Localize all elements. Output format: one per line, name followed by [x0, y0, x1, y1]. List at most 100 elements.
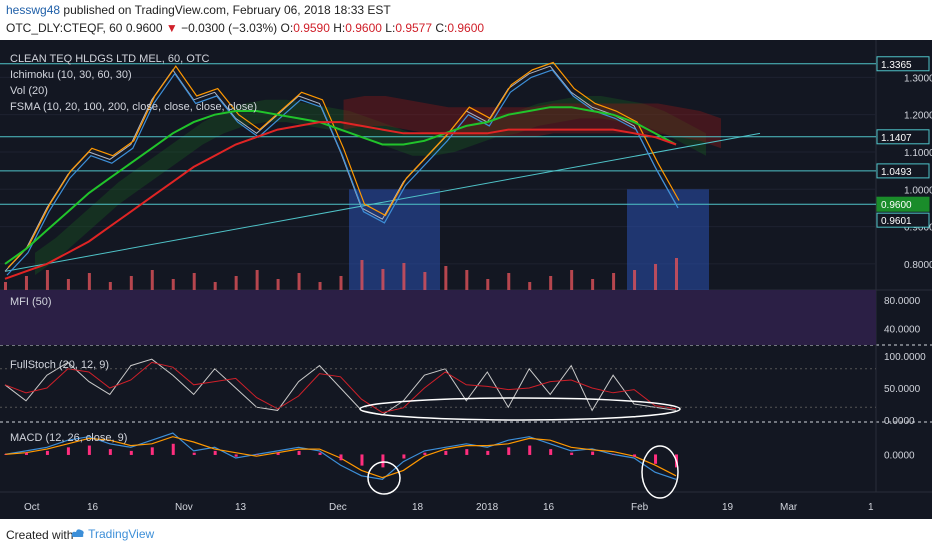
- published-text: published on TradingView.com, February 0…: [63, 3, 391, 17]
- header-line-1: hesswg48 published on TradingView.com, F…: [6, 3, 391, 17]
- symbol: OTC_DLY:CTEQF, 60: [6, 21, 123, 35]
- macd-hist-bar: [465, 449, 469, 455]
- cloud-icon: [71, 529, 84, 537]
- macd-hist-bar: [507, 447, 511, 455]
- volume-bar: [234, 276, 238, 290]
- macd-hist-bar: [276, 452, 280, 455]
- legend-title: CLEAN TEQ HLDGS LTD MEL, 60, OTC: [10, 53, 210, 65]
- macd-hist-bar: [591, 451, 595, 455]
- created-with: Created with: [6, 528, 74, 542]
- mfi-tick-label: 80.0000: [884, 296, 921, 307]
- macd-hist-bar: [24, 452, 28, 455]
- level-tag: [876, 163, 930, 179]
- volume-bar: [171, 279, 175, 290]
- label-macd: MACD (12, 26, close, 9): [10, 432, 127, 444]
- time-tick-label: Mar: [780, 502, 798, 513]
- stoch-d-line: [4, 361, 677, 414]
- volume-bar: [150, 270, 154, 290]
- macd-hist-bar: [192, 452, 196, 455]
- volume-bar: [507, 273, 511, 290]
- volume-bar: [255, 270, 259, 290]
- volume-bar: [486, 279, 490, 290]
- macd-hist-bar: [570, 452, 574, 455]
- volume-bar: [4, 282, 7, 290]
- macd-hist-bar: [150, 447, 154, 455]
- volume-bar: [444, 266, 448, 290]
- macd-hist-bar: [234, 454, 238, 457]
- macd-hist-bar: [213, 450, 217, 455]
- volume-bar: [549, 276, 553, 290]
- price-tick-label: 0.8000: [904, 260, 932, 271]
- volume-bar: [654, 264, 658, 290]
- annotations: [359, 397, 681, 499]
- high-value: 0.9600: [345, 21, 382, 35]
- volume-bar: [528, 282, 532, 290]
- volume-bar: [402, 263, 406, 290]
- macd-hist-bar: [66, 447, 70, 455]
- trend-line: [4, 132, 761, 272]
- low-label: L:: [385, 21, 396, 35]
- price-tick-label: 1.1000: [904, 148, 932, 159]
- volume-bar: [129, 276, 133, 290]
- volume-bar: [318, 282, 322, 290]
- annotation-circle-macd-feb: [641, 445, 679, 499]
- time-tick-label: 13: [235, 502, 247, 513]
- level-tag: [876, 56, 930, 72]
- volume-bar: [24, 276, 28, 290]
- volume-bar: [423, 272, 427, 290]
- time-tick-label: Feb: [631, 502, 649, 513]
- header-line-2: OTC_DLY:CTEQF, 60 0.9600 ▼ −0.0300 (−3.0…: [6, 21, 484, 35]
- stoch-tick-label: 100.0000: [884, 352, 926, 363]
- price-axis: 1.3000 1.2000 1.1000 1.0000 0.9000 0.8000 1.33…: [876, 56, 932, 461]
- last-price: 0.9600: [125, 21, 163, 35]
- macd-hist-bar: [444, 450, 448, 455]
- stoch-tick-label: 50.0000: [884, 384, 921, 395]
- time-tick-label: 16: [87, 502, 99, 513]
- price-tick-label: 1.2000: [904, 111, 932, 122]
- price-tick-label: 1.3000: [904, 73, 932, 84]
- volume-bar: [297, 273, 301, 290]
- volume-bar: [465, 270, 469, 290]
- volume-bar: [87, 273, 91, 290]
- macd-hist-bar: [360, 454, 364, 466]
- down-arrow-icon: ▼: [165, 21, 178, 35]
- macd-hist-bar: [381, 454, 385, 468]
- legend-fsma: FSMA (10, 20, 100, 200, close, close, cl…: [10, 101, 257, 113]
- volume-bar: [192, 273, 196, 290]
- mfi-band: [0, 290, 876, 345]
- level-tag-label: 1.0493: [881, 167, 912, 178]
- time-tick-label: 18: [412, 502, 424, 513]
- open-label: O:: [280, 21, 294, 35]
- time-tick-label: 1: [868, 502, 874, 513]
- macd-hist-bar: [612, 454, 616, 455]
- sma-200-line: [4, 121, 677, 280]
- open-value: 0.9590: [293, 21, 330, 35]
- macd-line: [4, 432, 677, 480]
- sma-100-line: [4, 106, 677, 265]
- sma-fast-line: [6, 69, 679, 276]
- volume-bar: [66, 279, 70, 290]
- sma-mid-line: [7, 61, 680, 269]
- macd-hist-bar: [633, 454, 637, 457]
- level-tag-label: 0.9601: [881, 216, 912, 227]
- close-label: C:: [435, 21, 448, 35]
- volume-bar: [360, 260, 364, 290]
- volume-bar: [633, 270, 637, 290]
- annotation-ellipse-stoch: [359, 397, 681, 421]
- macd-hist-bar: [528, 445, 532, 455]
- chart-svg[interactable]: 1.3000 1.2000 1.1000 1.0000 0.9000 0.8000 1.33…: [0, 40, 932, 519]
- volume-bar: [675, 258, 678, 290]
- close-value: 0.9600: [447, 21, 485, 35]
- volume-bar: [45, 270, 49, 290]
- volume-bar: [339, 276, 343, 290]
- time-tick-label: Nov: [175, 502, 193, 513]
- author-link[interactable]: hesswg48: [6, 3, 61, 17]
- volume-bar: [591, 279, 595, 290]
- chart-area[interactable]: 1.3000 1.2000 1.1000 1.0000 0.9000 0.8000 1.33…: [0, 40, 932, 519]
- volume-bar: [108, 282, 112, 290]
- volume-bar: [612, 273, 616, 290]
- macd-hist-bar: [402, 454, 406, 459]
- time-tick-label: 16: [543, 502, 555, 513]
- tradingview-logo[interactable]: TradingView: [71, 527, 154, 541]
- macd-hist-bar: [486, 450, 490, 455]
